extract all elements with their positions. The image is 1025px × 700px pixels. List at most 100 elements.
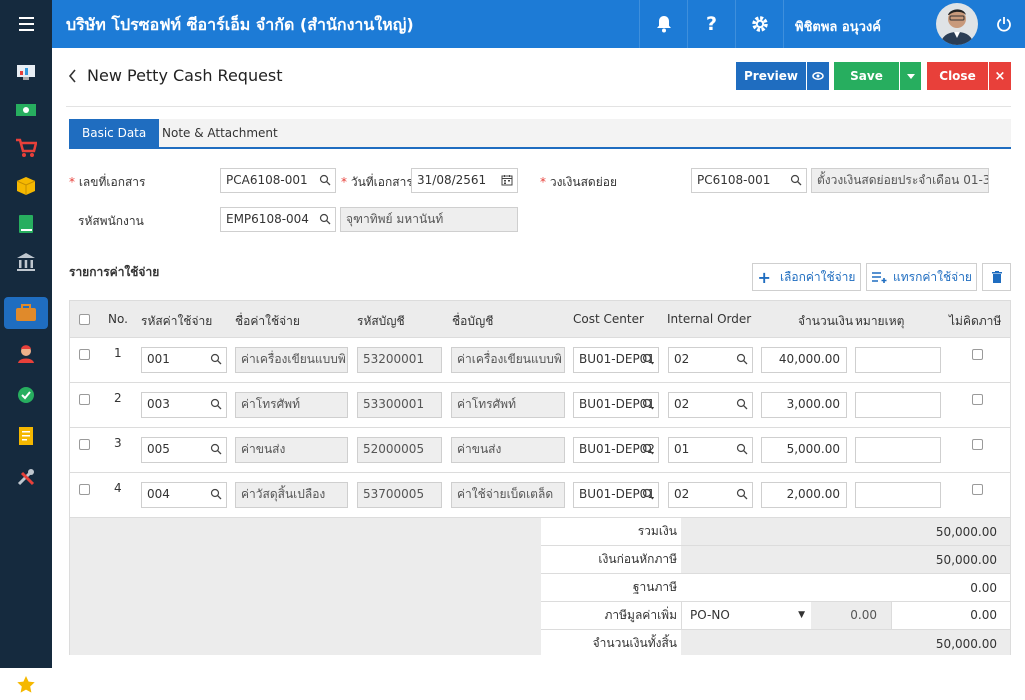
internal-order-field[interactable]: 01: [668, 437, 753, 463]
vat-type-select[interactable]: PO-NO ▼: [681, 602, 811, 629]
internal-order-field[interactable]: 02: [668, 392, 753, 418]
bell-icon[interactable]: [639, 0, 687, 48]
expense-code-field[interactable]: 003: [141, 392, 227, 418]
expense-name-field: ค่าเครื่องเขียนแบบพิ: [235, 347, 348, 373]
search-icon[interactable]: [736, 398, 748, 410]
search-icon[interactable]: [642, 353, 654, 365]
delete-button[interactable]: [982, 263, 1011, 291]
search-icon[interactable]: [736, 353, 748, 365]
preview-eye-icon[interactable]: [807, 62, 829, 90]
note-field[interactable]: [855, 482, 941, 508]
vat-value: 0.00: [891, 602, 1010, 629]
save-button[interactable]: Save: [834, 62, 899, 90]
no-tax-checkbox[interactable]: [972, 349, 983, 360]
row-checkbox[interactable]: [79, 349, 90, 360]
expense-table: No. รหัสค่าใช้จ่าย ชื่อค่าใช้จ่าย รหัสบั…: [69, 300, 1011, 657]
search-icon[interactable]: [736, 443, 748, 455]
search-icon[interactable]: [210, 398, 222, 410]
sidebar-dashboard-icon[interactable]: [4, 56, 48, 88]
emp-code-label: รหัสพนักงาน: [78, 214, 144, 228]
tax-base-value: 0.00: [970, 581, 997, 595]
search-icon[interactable]: [319, 174, 331, 186]
select-all-checkbox[interactable]: [79, 314, 90, 325]
search-icon[interactable]: [210, 443, 222, 455]
sidebar-document-icon[interactable]: [4, 420, 48, 452]
preview-button[interactable]: Preview: [736, 62, 806, 90]
cost-center-field[interactable]: BU01-DEP01: [573, 347, 659, 373]
search-icon[interactable]: [642, 443, 654, 455]
col-expense-name: ชื่อค่าใช้จ่าย: [235, 314, 300, 328]
search-icon[interactable]: [642, 398, 654, 410]
caret-down-icon: ▼: [798, 610, 805, 620]
row-checkbox[interactable]: [79, 394, 90, 405]
search-icon[interactable]: [736, 488, 748, 500]
close-icon[interactable]: ×: [989, 62, 1011, 90]
total-label: รวมเงิน: [541, 518, 681, 545]
select-expense-button[interactable]: + เลือกค่าใช้จ่าย: [752, 263, 861, 291]
power-icon[interactable]: [983, 0, 1025, 48]
emp-code-field[interactable]: EMP6108-004: [220, 207, 336, 232]
sidebar-check-icon[interactable]: [4, 379, 48, 411]
tab-note-attachment[interactable]: Note & Attachment: [162, 126, 278, 140]
note-field[interactable]: [855, 392, 941, 418]
sidebar-tools-icon[interactable]: [4, 461, 48, 493]
search-icon[interactable]: [642, 488, 654, 500]
sidebar-cash-icon[interactable]: [4, 94, 48, 126]
sidebar-bank-icon[interactable]: [4, 246, 48, 278]
internal-order-field[interactable]: 02: [668, 482, 753, 508]
top-bar: บริษัท โปรซอฟท์ ซีอาร์เอ็ม จำกัด (สำนักง…: [0, 0, 1025, 48]
expense-code-field[interactable]: 005: [141, 437, 227, 463]
doc-no-field[interactable]: PCA6108-001: [220, 168, 336, 193]
amount-field[interactable]: 3,000.00: [761, 392, 847, 418]
col-note: หมายเหตุ: [855, 314, 905, 328]
row-no: 4: [114, 481, 122, 495]
user-name[interactable]: พิชิตพล อนุวงค์: [795, 20, 881, 35]
expense-code-field[interactable]: 004: [141, 482, 227, 508]
fund-code-field[interactable]: PC6108-001: [691, 168, 807, 193]
avatar[interactable]: [936, 3, 978, 45]
menu-icon[interactable]: [0, 0, 52, 48]
insert-expense-button[interactable]: แทรกค่าใช้จ่าย: [866, 263, 977, 291]
cost-center-field[interactable]: BU01-DEP01: [573, 482, 659, 508]
expense-code-field[interactable]: 001: [141, 347, 227, 373]
row-checkbox[interactable]: [79, 439, 90, 450]
amount-field[interactable]: 2,000.00: [761, 482, 847, 508]
sidebar-favorites[interactable]: [0, 668, 52, 700]
sidebar: [0, 48, 52, 700]
close-button[interactable]: Close: [927, 62, 988, 90]
search-icon[interactable]: [210, 353, 222, 365]
cost-center-field[interactable]: BU01-DEP01: [573, 392, 659, 418]
amount-field[interactable]: 5,000.00: [761, 437, 847, 463]
search-icon[interactable]: [319, 213, 331, 225]
sidebar-cart-icon[interactable]: [4, 132, 48, 164]
sidebar-user-icon[interactable]: [4, 338, 48, 370]
no-tax-checkbox[interactable]: [972, 484, 983, 495]
note-field[interactable]: [855, 437, 941, 463]
internal-order-field[interactable]: 02: [668, 347, 753, 373]
back-icon[interactable]: [68, 69, 77, 86]
account-code-field: 52000005: [357, 437, 442, 463]
calendar-icon[interactable]: [501, 174, 513, 186]
summary-area: รวมเงิน 50,000.00 เงินก่อนหักภาษี 50,000…: [70, 517, 1010, 657]
no-tax-checkbox[interactable]: [972, 439, 983, 450]
tab-basic-data[interactable]: Basic Data: [69, 119, 160, 147]
note-field[interactable]: [855, 347, 941, 373]
search-icon[interactable]: [790, 174, 802, 186]
cost-center-field[interactable]: BU01-DEP02: [573, 437, 659, 463]
row-no: 1: [114, 346, 122, 360]
sidebar-briefcase-icon[interactable]: [4, 297, 48, 329]
plus-icon: +: [757, 267, 771, 287]
no-tax-checkbox[interactable]: [972, 394, 983, 405]
amount-field[interactable]: 40,000.00: [761, 347, 847, 373]
save-dropdown-icon[interactable]: [900, 62, 921, 90]
help-icon[interactable]: ?: [687, 0, 735, 48]
star-icon[interactable]: [16, 675, 36, 694]
gear-icon[interactable]: [735, 0, 783, 48]
table-row: 1 001 ค่าเครื่องเขียนแบบพิ 53200001 ค่าเครื่…: [70, 337, 1010, 382]
doc-date-field[interactable]: 31/08/2561: [411, 168, 518, 193]
row-checkbox[interactable]: [79, 484, 90, 495]
sidebar-box-icon[interactable]: [4, 170, 48, 202]
expenses-section-title: รายการค่าใช้จ่าย: [69, 265, 160, 279]
sidebar-book-icon[interactable]: [4, 208, 48, 240]
search-icon[interactable]: [210, 488, 222, 500]
